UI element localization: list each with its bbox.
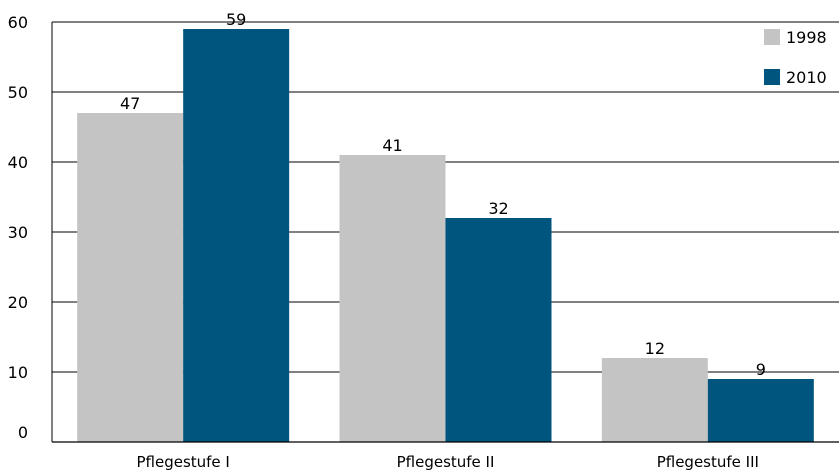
y-tick-label: 40 xyxy=(8,153,28,172)
legend: 1998 2010 xyxy=(764,28,827,87)
bar-1998-2 xyxy=(601,358,708,442)
legend-label-1998: 1998 xyxy=(786,28,827,47)
value-label: 32 xyxy=(488,199,508,218)
value-label: 47 xyxy=(120,94,140,113)
legend-swatch-2010 xyxy=(764,69,780,85)
x-axis: Pflegestufe I Pflegestufe II Pflegestufe I… xyxy=(52,441,839,471)
value-label: 59 xyxy=(226,10,246,29)
y-tick-label: 10 xyxy=(8,363,28,382)
bars xyxy=(77,29,814,442)
x-tick-label: Pflegestufe II xyxy=(397,453,495,471)
x-tick-label: Pflegestufe III xyxy=(657,453,759,471)
y-axis: 0 10 20 30 40 50 60 xyxy=(8,13,53,442)
value-label: 9 xyxy=(756,360,766,379)
y-tick-label: 60 xyxy=(8,13,28,32)
legend-swatch-1998 xyxy=(764,29,780,45)
y-tick-label: 50 xyxy=(8,83,28,102)
bar-2010-0 xyxy=(183,29,290,442)
bar-2010-1 xyxy=(445,218,552,442)
bar-2010-2 xyxy=(707,379,814,442)
value-labels: 47 59 41 32 12 9 xyxy=(120,10,766,379)
value-label: 41 xyxy=(382,136,402,155)
legend-label-2010: 2010 xyxy=(786,68,827,87)
y-tick-label: 30 xyxy=(8,223,28,242)
y-tick-label: 20 xyxy=(8,293,28,312)
bar-1998-1 xyxy=(339,155,446,442)
x-tick-label: Pflegestufe I xyxy=(136,453,229,471)
value-label: 12 xyxy=(645,339,665,358)
y-tick-label: 0 xyxy=(18,423,28,442)
bar-1998-0 xyxy=(77,113,184,442)
